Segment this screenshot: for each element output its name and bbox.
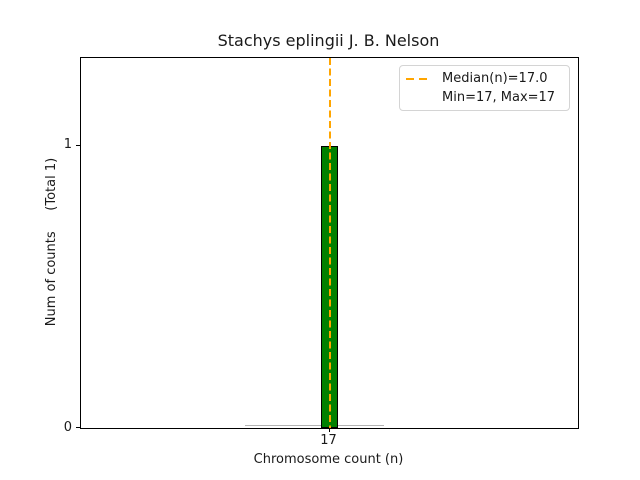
y-axis-label: Num of counts (Total 1) (44, 157, 59, 327)
median-dashed-line-sample-icon (406, 77, 432, 80)
y-tick-label: 1 (63, 137, 72, 153)
plot-area: Median(n)=17.0 Min=17, Max=17 (80, 57, 579, 429)
legend-label-minmax: Min=17, Max=17 (442, 90, 556, 105)
x-tick-mark (328, 428, 330, 432)
y-tick-label: 0 (63, 419, 72, 435)
legend-entry-median: Median(n)=17.0 (406, 69, 563, 88)
chart-title: Stachys eplingii J. B. Nelson (217, 31, 440, 50)
x-tick-label: 17 (320, 433, 337, 448)
x-axis-label: Chromosome count (n) (253, 452, 404, 467)
legend-entry-minmax: Min=17, Max=17 (406, 88, 563, 107)
zero-count-baseline (245, 424, 385, 427)
y-tick-mark (76, 427, 80, 428)
legend-sample-spacer (406, 97, 432, 99)
median-line (328, 58, 331, 428)
legend-label-median: Median(n)=17.0 (442, 71, 548, 86)
legend: Median(n)=17.0 Min=17, Max=17 (399, 65, 570, 111)
y-tick-mark (76, 144, 80, 146)
